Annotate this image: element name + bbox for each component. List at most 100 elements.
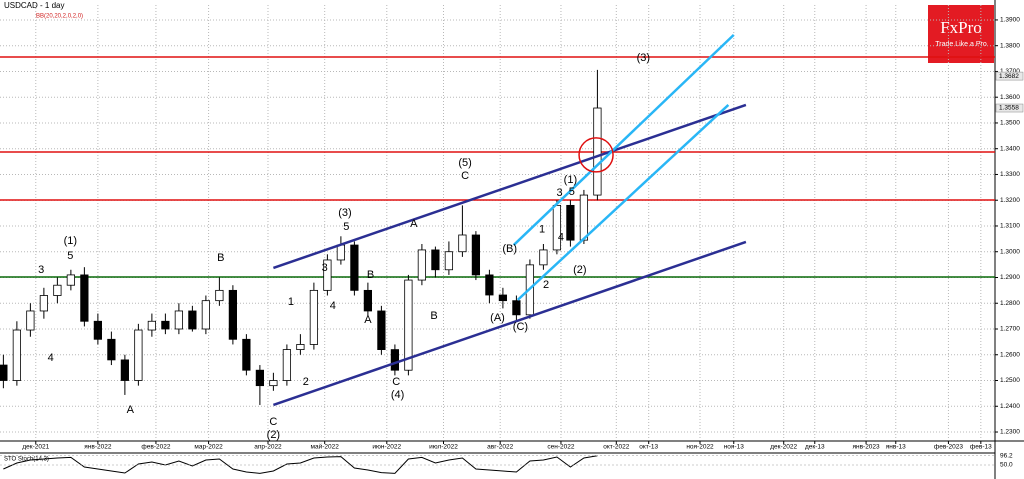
wave-label: B (217, 252, 224, 264)
x-tick-label: май-2022 (311, 443, 340, 451)
candle-body (134, 329, 143, 381)
candle-body (255, 369, 265, 387)
wave-label: A (364, 314, 372, 326)
x-tick-label: июн-2022 (372, 444, 401, 451)
candle-body (80, 274, 89, 322)
x-tick-label: янв-2023 (852, 444, 880, 451)
price-tag-label: 1.3682 (999, 73, 1019, 80)
candle-body (323, 259, 332, 291)
x-tick-label: ноя-2022 (686, 444, 714, 451)
candle-body (485, 274, 494, 296)
candle-body (107, 338, 116, 361)
wave-label: 4 (48, 352, 54, 364)
wave-label: (1) (64, 235, 77, 247)
trendline (512, 33, 735, 246)
y-tick-label: 1.3300 (1000, 171, 1020, 178)
y-tick-label: 1.2800 (1000, 300, 1020, 307)
indicator-label: BB(20,20,2,0,2,0) (36, 14, 83, 20)
candle-body (12, 329, 21, 381)
wave-label: 4 (558, 232, 564, 244)
candle-body (296, 344, 305, 351)
candle-body (404, 279, 413, 371)
candle-body (444, 251, 454, 271)
x-tick-label: янв-13 (886, 444, 906, 451)
x-tick-label: окт-2022 (603, 444, 630, 451)
candle-body (188, 310, 197, 330)
y-tick-label: 1.3100 (1000, 223, 1020, 230)
oscillator-line (3, 455, 598, 474)
wave-label: C (392, 376, 400, 388)
candle-body (242, 338, 251, 371)
wave-label: 1 (539, 224, 545, 236)
osc-tick-label: 50.0 (1000, 462, 1013, 469)
y-tick-label: 1.2500 (1000, 377, 1020, 384)
x-tick-label: дек-13 (805, 444, 825, 451)
candle-body (566, 204, 575, 241)
y-tick-label: 1.3400 (1000, 145, 1020, 152)
candle-body (512, 300, 521, 316)
y-tick-label: 1.3500 (1000, 120, 1020, 127)
wave-label: (3) (637, 52, 650, 64)
trendline (272, 240, 747, 407)
wave-label: 1 (288, 296, 294, 308)
candle-body (147, 320, 156, 331)
y-tick-label: 1.3700 (1000, 68, 1020, 75)
candle-body (350, 244, 359, 291)
candle-body (53, 284, 62, 296)
y-tick-label: 1.2600 (1000, 351, 1020, 358)
wave-label: (4) (391, 389, 404, 401)
x-tick-label: окт-13 (639, 444, 658, 451)
candle-body (498, 294, 508, 302)
wave-label: A (410, 218, 418, 230)
candle-body (228, 289, 237, 340)
wave-label: B (430, 310, 437, 322)
logo-name: FxPro (940, 18, 982, 37)
wave-label: 5 (569, 186, 575, 198)
candle-body (0, 364, 8, 381)
x-tick-label: ноя-13 (724, 444, 745, 451)
wave-label: 3 (557, 187, 563, 199)
y-tick-label: 1.3900 (1000, 17, 1020, 24)
x-tick-label: дек-2021 (22, 444, 49, 451)
candle-body (431, 249, 440, 271)
y-tick-label: 1.2400 (1000, 403, 1020, 410)
y-tick-label: 1.3600 (1000, 94, 1020, 101)
oscillator-label: STO Stoch(14,3) (4, 457, 49, 463)
candle-body (336, 244, 346, 261)
wave-label: A (127, 404, 135, 416)
y-tick-label: 1.2900 (1000, 274, 1020, 281)
wave-label: (2) (573, 264, 586, 276)
x-tick-label: июл-2022 (429, 444, 458, 451)
candle-body (458, 234, 467, 253)
y-tick-label: 1.2700 (1000, 326, 1020, 333)
candle-body (26, 310, 35, 331)
wave-label: C (269, 416, 277, 428)
candle-body (593, 107, 602, 196)
wave-label: (B) (502, 243, 517, 255)
wave-label: (3) (338, 207, 351, 219)
candle-body (417, 249, 427, 281)
x-tick-label: апр-2022 (254, 444, 282, 451)
wave-label: 2 (303, 376, 309, 388)
candle-body (377, 310, 386, 351)
wave-label: (2) (267, 429, 280, 441)
trendline (516, 104, 730, 301)
candle-body (215, 289, 224, 302)
x-tick-label: фев-2023 (934, 444, 963, 451)
wave-label: 2 (543, 279, 549, 291)
y-tick-label: 1.3200 (1000, 197, 1020, 204)
candle-body (282, 349, 292, 381)
logo-tagline: Trade Like a Pro (935, 41, 987, 48)
price-tag-label: 1.3558 (999, 105, 1019, 112)
candle-body (309, 289, 319, 345)
chart-title: USDCAD - 1 day (4, 1, 64, 10)
x-tick-label: сен-2022 (547, 444, 574, 451)
x-tick-label: авг-2022 (487, 444, 513, 451)
price-tag (995, 103, 1024, 113)
y-tick-label: 1.2300 (1000, 429, 1020, 436)
x-tick-label: янв-2022 (84, 444, 112, 451)
candle-body (539, 249, 548, 266)
candle-body (390, 349, 400, 371)
